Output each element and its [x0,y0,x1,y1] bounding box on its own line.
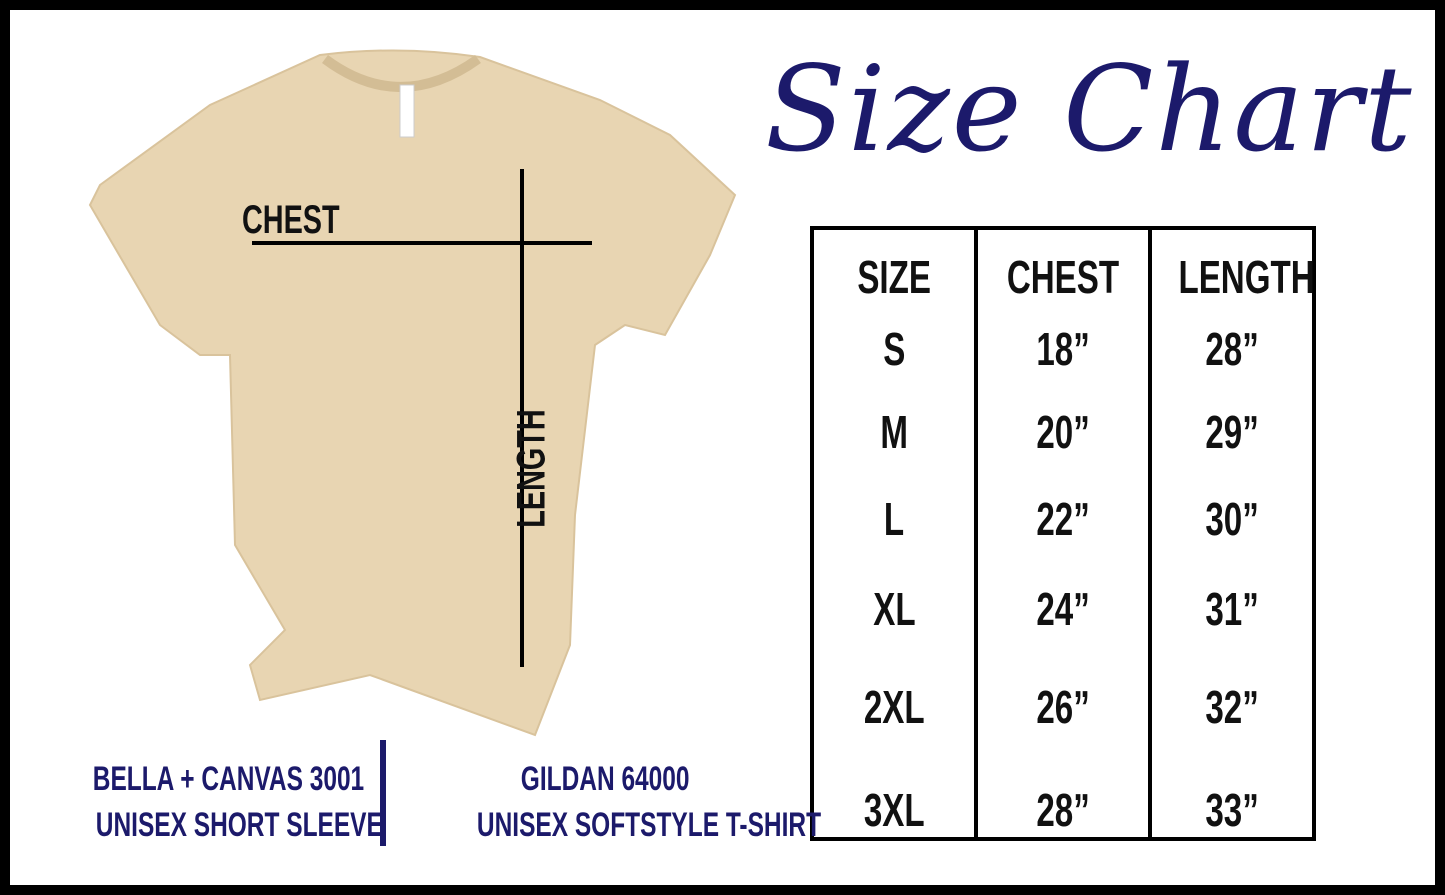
cell-length: 28” [1205,323,1259,375]
cell-chest: 22” [1036,493,1090,545]
chest-label: CHEST [242,198,340,242]
brand-description: UNISEX SHORT SLEEVE [95,806,383,844]
size-column: SIZE S M L XL 2XL 3XL [814,230,974,837]
brand-gildan: GILDAN 64000 UNISEX SOFTSTYLE T-SHIRT [410,756,821,848]
size-chart-card: CHEST LENGTH Size Chart SIZE S M L XL 2X… [10,10,1435,885]
size-table: SIZE S M L XL 2XL 3XL CHEST 18” 20” 22” … [810,226,1316,841]
header-size: SIZE [857,251,931,303]
cell-length: 33” [1205,784,1259,836]
cell-chest: 20” [1036,406,1090,458]
tshirt-image [88,49,737,737]
cell-length: 30” [1205,493,1259,545]
cell-chest: 28” [1036,784,1090,836]
cell-length: 32” [1205,681,1259,733]
chest-column: CHEST 18” 20” 22” 24” 26” 28” [974,230,1148,837]
page-title: Size Chart [765,40,1414,178]
cell-chest: 26” [1036,681,1090,733]
header-chest: CHEST [1006,251,1120,303]
cell-size: M [880,406,908,458]
brand-divider [380,740,386,846]
cell-length: 31” [1205,583,1259,635]
brand-description: UNISEX SOFTSTYLE T-SHIRT [476,806,822,844]
cell-size: XL [872,583,916,635]
cell-chest: 18” [1036,323,1090,375]
cell-size: L [883,493,905,545]
header-length: LENGTH [1178,251,1315,303]
brand-name: BELLA + CANVAS 3001 [92,760,365,798]
cell-size: S [882,323,906,375]
cell-size: 3XL [863,784,925,836]
brand-bella-canvas: BELLA + CANVAS 3001 UNISEX SHORT SLEEVE [40,756,383,848]
brand-name: GILDAN 64000 [520,760,690,798]
cell-chest: 24” [1036,583,1090,635]
cell-length: 29” [1205,406,1259,458]
length-label: LENGTH [509,409,554,528]
cell-size: 2XL [863,681,925,733]
length-column: LENGTH 28” 29” 30” 31” 32” 33” [1148,230,1315,837]
